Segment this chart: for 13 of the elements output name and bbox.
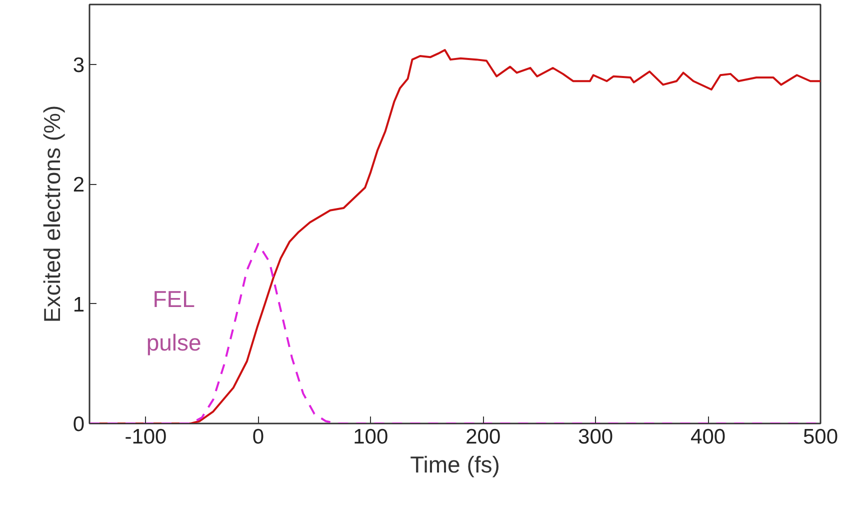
series-label: FEL pulse xyxy=(146,286,202,356)
y-tick-label: 3 xyxy=(72,54,85,77)
x-tick-label: 200 xyxy=(466,426,501,448)
x-axis-title: Time (fs) xyxy=(410,452,500,478)
x-tick-label: 400 xyxy=(690,426,726,448)
y-tick-label: 2 xyxy=(72,174,85,197)
y-tick-label: 1 xyxy=(72,293,85,316)
x-tick-label: -100 xyxy=(124,426,167,448)
x-tick-label: 100 xyxy=(353,426,388,448)
x-tick-label: 500 xyxy=(802,426,838,448)
x-tick-label: 0 xyxy=(252,426,264,448)
x-tick-label: 300 xyxy=(578,426,614,448)
y-axis-title: Excited electrons (%) xyxy=(38,105,65,323)
